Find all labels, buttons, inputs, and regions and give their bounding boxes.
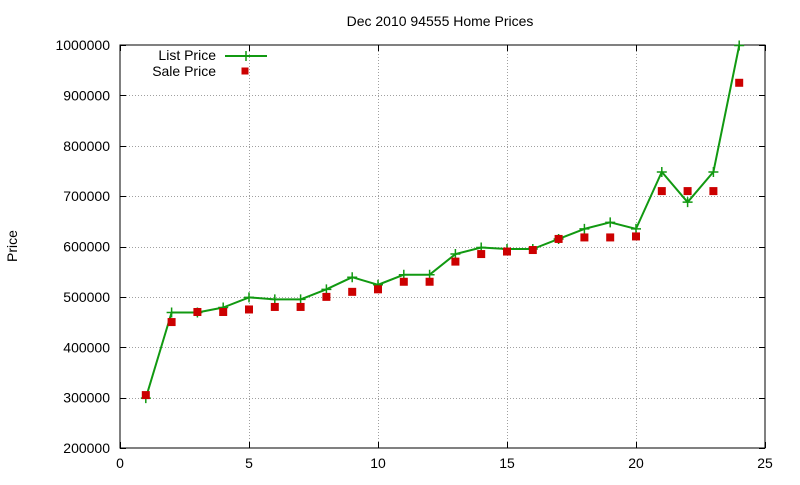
axis-ticks bbox=[120, 45, 766, 449]
data-point-list-price bbox=[734, 40, 745, 51]
data-point-list-price bbox=[450, 249, 461, 260]
data-point-sale-price bbox=[580, 233, 589, 242]
data-point-list-price bbox=[708, 166, 719, 177]
data-point-sale-price bbox=[709, 187, 718, 196]
y-axis-label: Price bbox=[4, 230, 20, 262]
x-tick-label: 20 bbox=[628, 455, 644, 471]
data-point-sale-price bbox=[503, 247, 511, 256]
data-point-list-price bbox=[244, 292, 254, 303]
x-tick-label: 5 bbox=[245, 455, 253, 471]
data-point-sale-price bbox=[245, 305, 253, 314]
data-point-sale-price bbox=[270, 302, 279, 311]
y-tick-label: 800000 bbox=[63, 138, 110, 154]
y-tick-label: 400000 bbox=[63, 339, 110, 355]
series-sale-price bbox=[141, 78, 744, 400]
legend-marker-sale-price bbox=[241, 67, 249, 75]
plot-frame bbox=[119, 44, 766, 449]
series-line-list-price bbox=[144, 45, 741, 399]
legend-label-sale-price: Sale Price bbox=[152, 63, 216, 79]
x-tick-label: 0 bbox=[116, 455, 124, 471]
data-point-list-price bbox=[269, 294, 280, 305]
data-point-list-price bbox=[579, 223, 590, 234]
data-point-sale-price bbox=[348, 287, 357, 296]
series bbox=[140, 40, 745, 404]
legend-label-list-price: List Price bbox=[158, 47, 216, 63]
grid bbox=[120, 45, 765, 448]
data-point-sale-price bbox=[399, 277, 408, 286]
data-point-sale-price bbox=[193, 307, 202, 316]
legend: List Price Sale Price bbox=[152, 47, 267, 79]
data-point-list-price bbox=[347, 272, 358, 283]
x-tick-label: 25 bbox=[757, 455, 773, 471]
series-list-price bbox=[140, 40, 745, 404]
data-point-sale-price bbox=[141, 391, 150, 400]
y-tick-label: 200000 bbox=[63, 440, 110, 456]
data-point-sale-price bbox=[528, 246, 537, 255]
data-point-sale-price bbox=[657, 187, 666, 196]
y-tick-label: 600000 bbox=[63, 239, 110, 255]
data-point-sale-price bbox=[322, 292, 331, 301]
x-tick-labels: 0 5 10 15 20 25 bbox=[116, 455, 773, 471]
data-point-list-price bbox=[631, 223, 641, 234]
data-point-list-price bbox=[656, 166, 667, 177]
data-point-list-price bbox=[321, 284, 332, 295]
y-tick-label: 700000 bbox=[63, 188, 110, 204]
data-point-sale-price bbox=[167, 318, 176, 327]
data-point-sale-price bbox=[219, 307, 228, 316]
x-tick-label: 15 bbox=[499, 455, 515, 471]
y-tick-label: 500000 bbox=[63, 289, 110, 305]
data-point-sale-price bbox=[477, 250, 486, 259]
data-point-list-price bbox=[295, 294, 306, 305]
data-point-sale-price bbox=[735, 78, 744, 87]
legend-marker-list-price bbox=[241, 51, 251, 61]
data-point-sale-price bbox=[451, 257, 460, 266]
y-tick-label: 300000 bbox=[63, 390, 110, 406]
x-tick-label: 10 bbox=[370, 455, 386, 471]
data-point-sale-price bbox=[374, 285, 382, 294]
data-point-list-price bbox=[166, 307, 177, 318]
data-point-sale-price bbox=[606, 233, 615, 242]
y-tick-labels: 200000 300000 400000 500000 600000 700000 8000… bbox=[55, 37, 110, 456]
chart-title: Dec 2010 94555 Home Prices bbox=[347, 13, 534, 29]
data-point-sale-price bbox=[632, 232, 640, 241]
data-point-list-price bbox=[605, 217, 616, 228]
y-tick-label: 1000000 bbox=[55, 37, 110, 53]
y-tick-label: 900000 bbox=[63, 87, 110, 103]
data-point-sale-price bbox=[683, 187, 692, 196]
data-point-list-price bbox=[682, 197, 693, 208]
data-point-sale-price bbox=[425, 277, 434, 286]
data-point-sale-price bbox=[296, 302, 305, 311]
data-point-sale-price bbox=[554, 234, 563, 243]
